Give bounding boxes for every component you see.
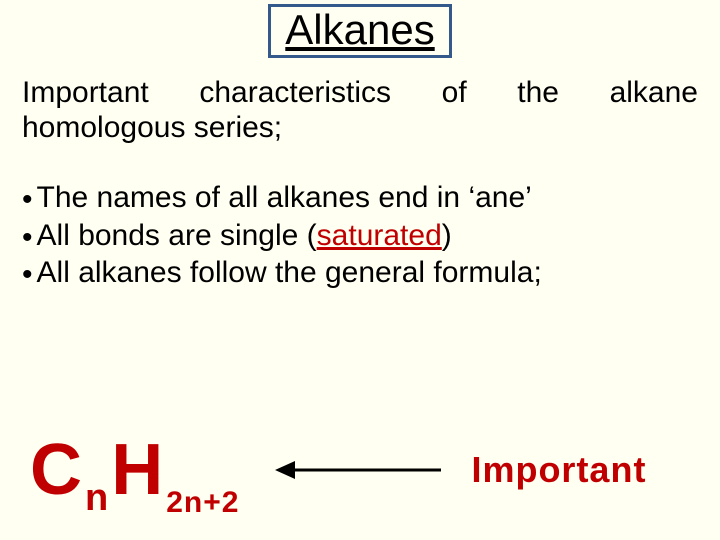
bullet-text-post: ): [442, 219, 452, 252]
bullet-text-pre: All bonds are single (: [37, 219, 317, 252]
bullet-text: All alkanes follow the general formula;: [37, 254, 542, 292]
formula-H: H: [111, 434, 164, 506]
bullet-list: • The names of all alkanes end in ‘ane’ …: [22, 179, 698, 292]
general-formula: CnH2n+2: [30, 434, 239, 506]
title-container: Alkanes: [22, 4, 698, 58]
formula-sub-2n2: 2n+2: [166, 486, 239, 519]
bullet-dot-icon: •: [22, 223, 33, 253]
lead-paragraph: Important characteristics of the alkane …: [22, 76, 698, 145]
highlight-saturated: saturated: [317, 219, 442, 252]
bullet-text: All bonds are single (saturated): [37, 217, 452, 255]
arrow-left-icon: [273, 455, 443, 485]
important-callout: Important: [471, 449, 646, 491]
formula-row: CnH2n+2 Important: [30, 434, 646, 506]
bullet-dot-icon: •: [22, 185, 33, 215]
list-item: • All alkanes follow the general formula…: [22, 254, 698, 292]
formula-C: C: [30, 434, 83, 506]
slide: Alkanes Important characteristics of the…: [0, 0, 720, 540]
bullet-dot-icon: •: [22, 260, 33, 290]
page-title: Alkanes: [268, 4, 451, 58]
list-item: • All bonds are single (saturated): [22, 217, 698, 255]
formula-sub-n: n: [85, 477, 109, 519]
bullet-text: The names of all alkanes end in ‘ane’: [37, 179, 532, 217]
list-item: • The names of all alkanes end in ‘ane’: [22, 179, 698, 217]
